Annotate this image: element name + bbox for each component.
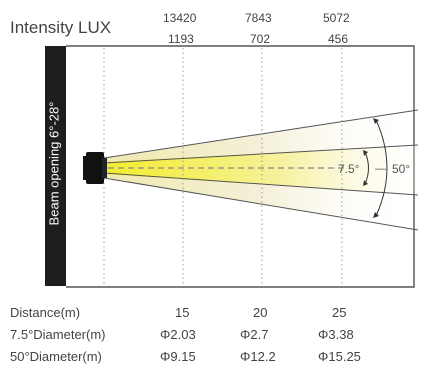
d50-25: Φ15.25 [318, 349, 361, 364]
angle-arc-large [375, 119, 388, 217]
fixture-lens [102, 158, 107, 178]
angle-arc-small [364, 151, 369, 185]
outer-edge-bottom [103, 177, 419, 231]
d50-15: Φ9.15 [160, 349, 196, 364]
side-bar [45, 46, 66, 286]
d75-label: 7.5°Diameter(m) [10, 327, 106, 342]
chart-title: Intensity LUX [10, 18, 112, 37]
angle-large-label: 50° [392, 162, 410, 176]
inner-edge-top [103, 144, 419, 164]
distance-20: 20 [253, 305, 268, 320]
d75-20: Φ2.7 [240, 327, 269, 342]
inner-edge-bottom [103, 172, 419, 196]
inner-beam-7-5 [104, 145, 418, 195]
lux-bottom-25: 456 [328, 32, 349, 46]
beam-opening-label: Beam opening 6°-28° [46, 101, 62, 226]
distance-25: 25 [332, 305, 347, 320]
fixture-back [83, 156, 88, 180]
fixture-body [86, 152, 104, 184]
lux-bottom-15: 1193 [168, 32, 194, 46]
outer-edge-top [103, 109, 419, 159]
lux-top-20: 7843 [245, 11, 272, 25]
lux-top-15: 13420 [163, 11, 197, 25]
d75-15: Φ2.03 [160, 327, 196, 342]
distance-15: 15 [175, 305, 190, 320]
lux-top-25: 5072 [323, 11, 350, 25]
d50-label: 50°Diameter(m) [10, 349, 102, 364]
d75-25: Φ3.38 [318, 327, 354, 342]
svg-text:—: — [375, 163, 386, 175]
lux-bottom-20: 702 [250, 32, 271, 46]
distance-label: Distance(m) [10, 305, 81, 320]
d50-20: Φ12.2 [240, 349, 276, 364]
angle-small-label: 7.5° [338, 162, 360, 176]
